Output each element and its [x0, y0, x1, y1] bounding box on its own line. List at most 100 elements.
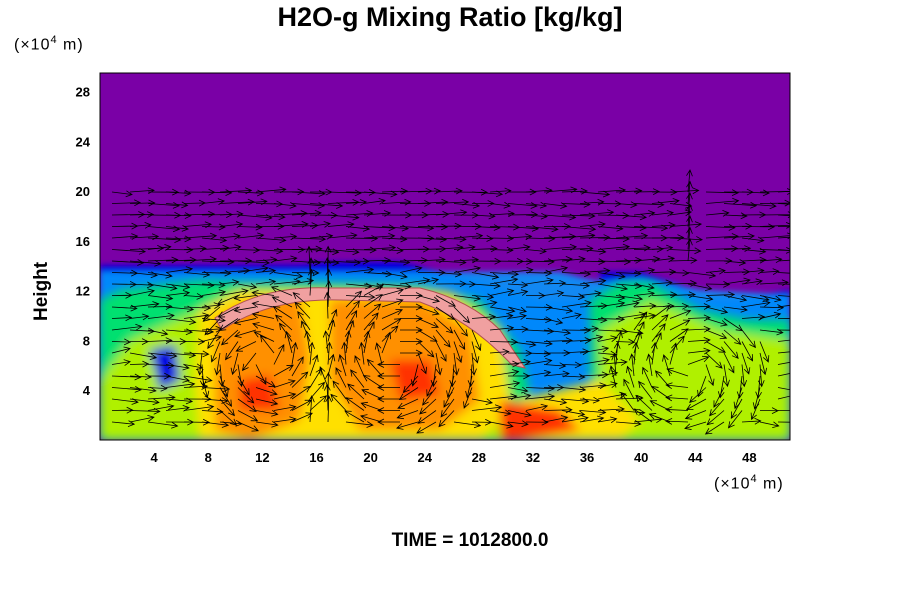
wind-vector	[323, 383, 331, 411]
wind-vector	[201, 302, 221, 309]
wind-vector	[662, 354, 671, 377]
wind-vector	[381, 298, 404, 308]
wind-vector	[525, 385, 556, 392]
wind-vector	[273, 364, 294, 377]
x-tick-label: 12	[255, 450, 269, 465]
wind-vector	[235, 341, 257, 352]
wind-vector	[430, 364, 438, 388]
wind-vector	[597, 335, 618, 342]
y-tick-label: 4	[83, 383, 91, 398]
wind-vector	[579, 209, 615, 216]
wind-vector	[669, 319, 691, 331]
wind-vector	[201, 325, 223, 333]
wind-vector	[183, 338, 206, 346]
wind-vector	[274, 314, 293, 331]
wind-vector	[291, 190, 326, 197]
wind-vector	[759, 295, 782, 303]
wind-vector	[201, 289, 227, 297]
wind-vector	[507, 306, 528, 314]
wind-vector	[363, 198, 386, 205]
wind-vector	[443, 387, 455, 408]
wind-vector	[147, 329, 169, 337]
wind-vector	[525, 358, 553, 365]
wind-vector	[165, 266, 194, 273]
wind-vector	[579, 234, 611, 241]
wind-vector	[147, 256, 179, 264]
wind-vector	[183, 304, 212, 312]
wind-vector	[440, 398, 455, 418]
wind-vector	[579, 190, 611, 198]
wind-vector	[525, 225, 559, 233]
wind-vector	[597, 272, 626, 280]
wind-vector	[489, 201, 511, 209]
wind-vector	[615, 224, 647, 232]
wind-vector	[307, 268, 315, 296]
wind-vector	[111, 323, 143, 331]
wind-vector	[129, 259, 162, 267]
wind-vector	[345, 319, 355, 342]
x-tick-label: 24	[417, 450, 432, 465]
wind-vector	[723, 295, 748, 303]
wind-vector	[687, 314, 711, 322]
wind-vector	[597, 381, 618, 388]
wind-vector	[579, 396, 601, 404]
wind-vector	[237, 398, 257, 413]
wind-vector	[579, 316, 608, 324]
wind-vector	[381, 331, 391, 354]
wind-vector	[111, 386, 142, 393]
wind-vector	[741, 189, 770, 197]
wind-vector	[687, 355, 710, 365]
wind-vector	[615, 270, 642, 277]
wind-vector	[284, 330, 293, 354]
wind-vector	[669, 247, 702, 255]
wind-vector	[723, 305, 748, 313]
wind-vector	[273, 233, 298, 241]
wind-vector	[165, 189, 192, 197]
wind-vector	[705, 341, 726, 353]
wind-vector	[561, 326, 592, 334]
wind-vector	[705, 197, 740, 205]
wind-vector	[111, 259, 145, 266]
wind-vector	[615, 187, 643, 195]
wind-vector	[489, 409, 512, 417]
wind-vector	[597, 359, 628, 366]
wind-vector	[381, 187, 409, 195]
wind-vector	[291, 269, 320, 277]
wind-vector	[638, 380, 653, 400]
wind-vector	[201, 281, 226, 289]
wind-vector	[561, 312, 582, 320]
wind-vector	[381, 287, 405, 296]
wind-vector	[237, 375, 250, 396]
wind-vector	[471, 404, 503, 412]
wind-vector	[651, 323, 666, 342]
wind-vector	[615, 282, 643, 290]
wind-vector	[381, 258, 411, 266]
wind-vector	[147, 403, 175, 411]
wind-vector	[561, 225, 597, 233]
wind-vector	[422, 387, 437, 406]
wind-vector	[196, 352, 204, 376]
wind-vector	[741, 202, 777, 210]
wind-vector	[525, 201, 548, 209]
wind-vector	[453, 244, 476, 252]
wind-vector	[705, 257, 733, 265]
wind-vector	[543, 398, 568, 406]
wind-vector	[435, 222, 462, 230]
wind-vector	[453, 329, 466, 351]
wind-vector	[625, 365, 635, 388]
wind-vector	[309, 395, 328, 411]
wind-vector	[777, 191, 790, 193]
wind-vector	[374, 342, 383, 365]
wind-vector	[111, 304, 138, 312]
wind-vector	[727, 410, 743, 429]
time-label: TIME = 1012800.0	[391, 530, 549, 551]
wind-vector	[579, 221, 606, 228]
wind-vector	[111, 190, 133, 198]
wind-vector	[597, 294, 626, 301]
wind-vector	[525, 403, 549, 411]
wind-vector	[686, 226, 693, 250]
wind-vector	[201, 334, 223, 342]
wind-vector	[777, 421, 790, 423]
wind-vector	[777, 329, 790, 331]
